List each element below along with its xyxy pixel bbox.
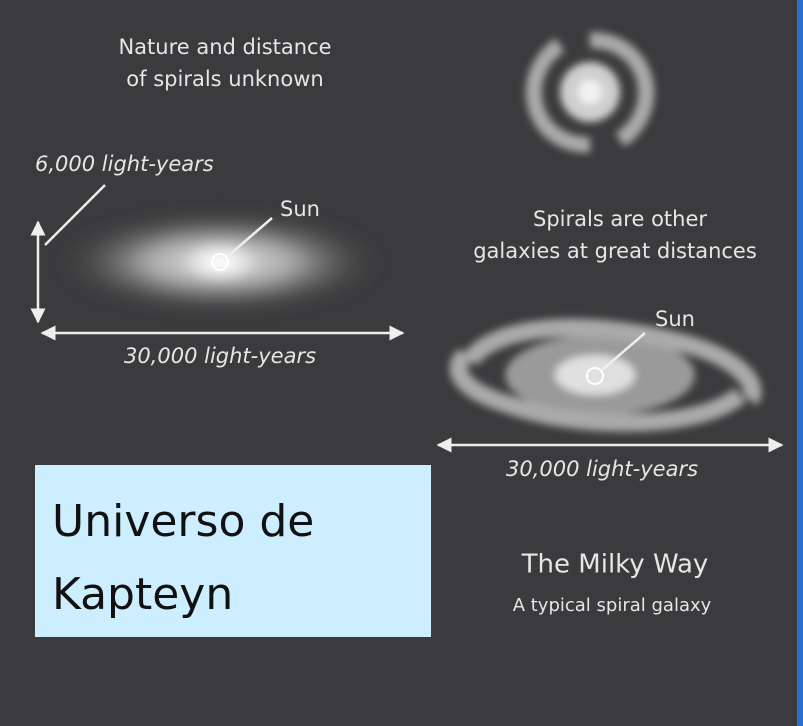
caption: Nature and distance <box>118 35 331 59</box>
width-label: 30,000 light-years <box>506 457 698 481</box>
subtitle: A typical spiral galaxy <box>513 595 712 616</box>
caption: of spirals unknown <box>126 67 323 91</box>
page: Nature and distance of spirals unknown 6… <box>0 0 803 726</box>
title: The Milky Way <box>521 550 709 580</box>
thickness-label: 6,000 light-years <box>35 152 214 176</box>
caption: galaxies at great distances <box>473 239 757 263</box>
sun-label: Sun <box>655 307 695 331</box>
label-line: Universo de <box>52 496 314 547</box>
width-label: 30,000 light-years <box>124 344 316 368</box>
label-line: Kapteyn <box>52 569 233 620</box>
sun-label: Sun <box>280 197 320 221</box>
diagram: Nature and distance of spirals unknown 6… <box>0 0 803 726</box>
galaxy-core <box>180 240 260 284</box>
caption: Spirals are other <box>533 207 707 231</box>
border <box>797 0 803 726</box>
